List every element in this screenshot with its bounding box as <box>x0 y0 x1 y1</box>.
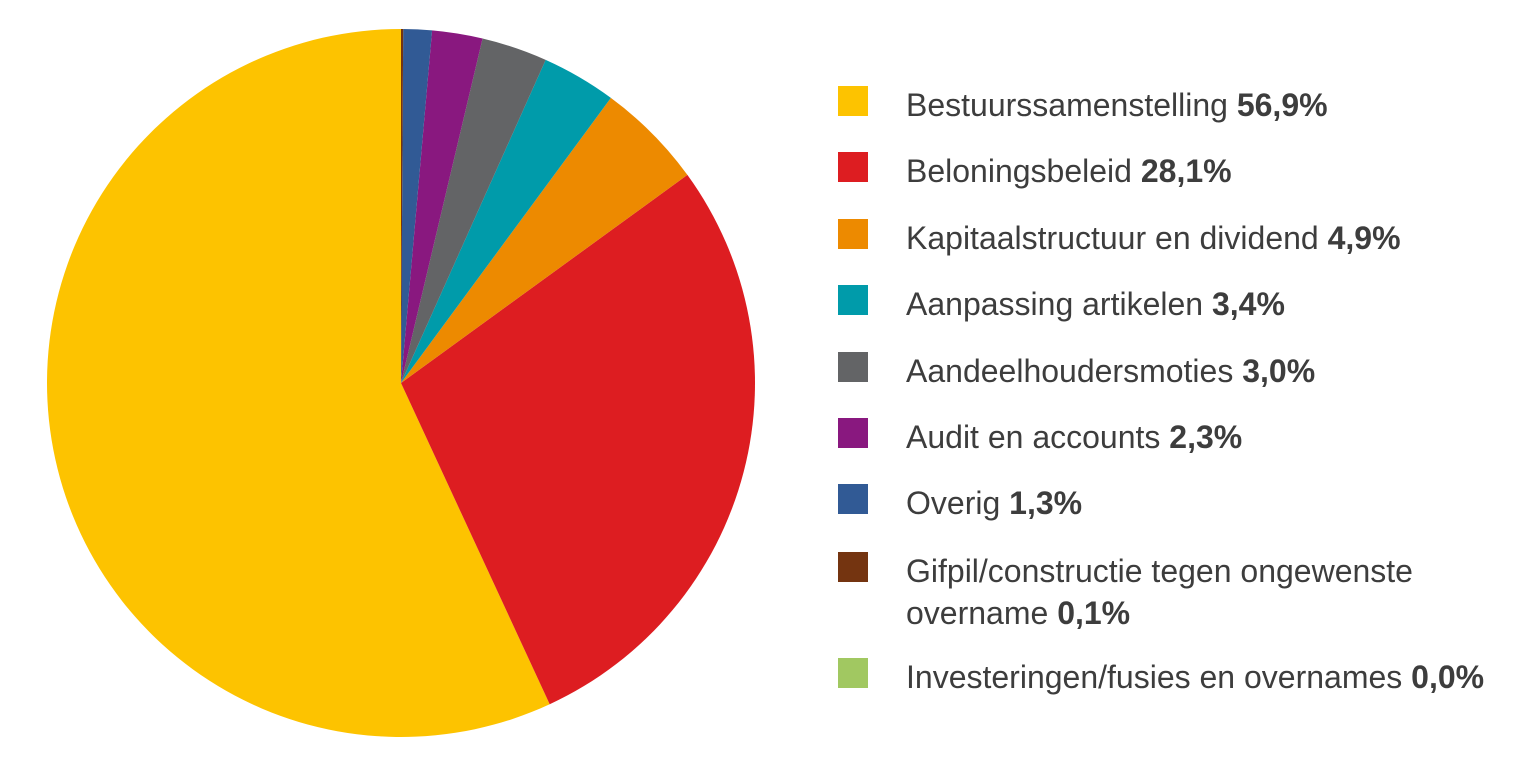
legend-value: 3,4% <box>1211 286 1285 322</box>
legend-label: Bestuurssamenstelling <box>906 87 1228 123</box>
legend-swatch <box>838 352 868 382</box>
legend-label: Investeringen/fusies en overnames <box>906 659 1403 695</box>
pie-chart <box>47 29 756 737</box>
legend-value: 56,9% <box>1236 87 1328 123</box>
legend-item-audit: Audit en accounts 2,3% <box>838 416 1518 458</box>
legend-value: 0,1% <box>1057 595 1131 631</box>
legend-swatch <box>838 86 868 116</box>
legend-label: Audit en accounts <box>906 419 1161 455</box>
legend-swatch <box>838 484 868 514</box>
legend-item-overig: Overig 1,3% <box>838 482 1518 524</box>
legend-swatch <box>838 658 868 688</box>
legend-label: Overig <box>906 485 1001 521</box>
legend-value: 4,9% <box>1327 220 1401 256</box>
legend-swatch <box>838 152 868 182</box>
pie-slice-0 <box>47 29 550 737</box>
legend-swatch <box>838 219 868 249</box>
legend-item-aandeelhoudersmoties: Aandeelhoudersmoties 3,0% <box>838 350 1518 392</box>
legend-item-beloningsbeleid: Beloningsbeleid 28,1% <box>838 150 1518 192</box>
legend-item-investeringen: Investeringen/fusies en overnames 0,0% <box>838 656 1518 698</box>
legend-swatch <box>838 418 868 448</box>
legend-label: Gifpil/constructie tegen ongewenste over… <box>906 553 1413 631</box>
legend-item-kapitaalstructuur: Kapitaalstructuur en dividend 4,9% <box>838 217 1518 259</box>
legend-label: Aandeelhoudersmoties <box>906 353 1234 389</box>
legend-swatch <box>838 285 868 315</box>
pie-slice-2 <box>401 97 688 384</box>
legend-label: Aanpassing artikelen <box>906 286 1204 322</box>
pie-slice-3 <box>401 59 611 383</box>
legend-item-bestuurssamenstelling: Bestuurssamenstelling 56,9% <box>838 84 1518 126</box>
pie-slice-6 <box>401 29 433 383</box>
legend-value: 3,0% <box>1242 353 1316 389</box>
legend-item-aanpassing-artikelen: Aanpassing artikelen 3,4% <box>838 283 1518 325</box>
legend-item-gifpil: Gifpil/constructie tegen ongewenste over… <box>838 550 1518 634</box>
legend-swatch <box>838 552 868 582</box>
pie-slice-4 <box>401 38 546 384</box>
pie-slice-5 <box>401 30 483 384</box>
pie-slice-1 <box>401 174 756 705</box>
legend-label: Beloningsbeleid <box>906 153 1132 189</box>
legend-value: 28,1% <box>1140 153 1232 189</box>
pie-slice-7 <box>401 29 404 383</box>
legend-value: 2,3% <box>1169 419 1243 455</box>
legend-value: 1,3% <box>1009 485 1083 521</box>
legend-value: 0,0% <box>1411 659 1485 695</box>
legend-label: Kapitaalstructuur en dividend <box>906 220 1319 256</box>
